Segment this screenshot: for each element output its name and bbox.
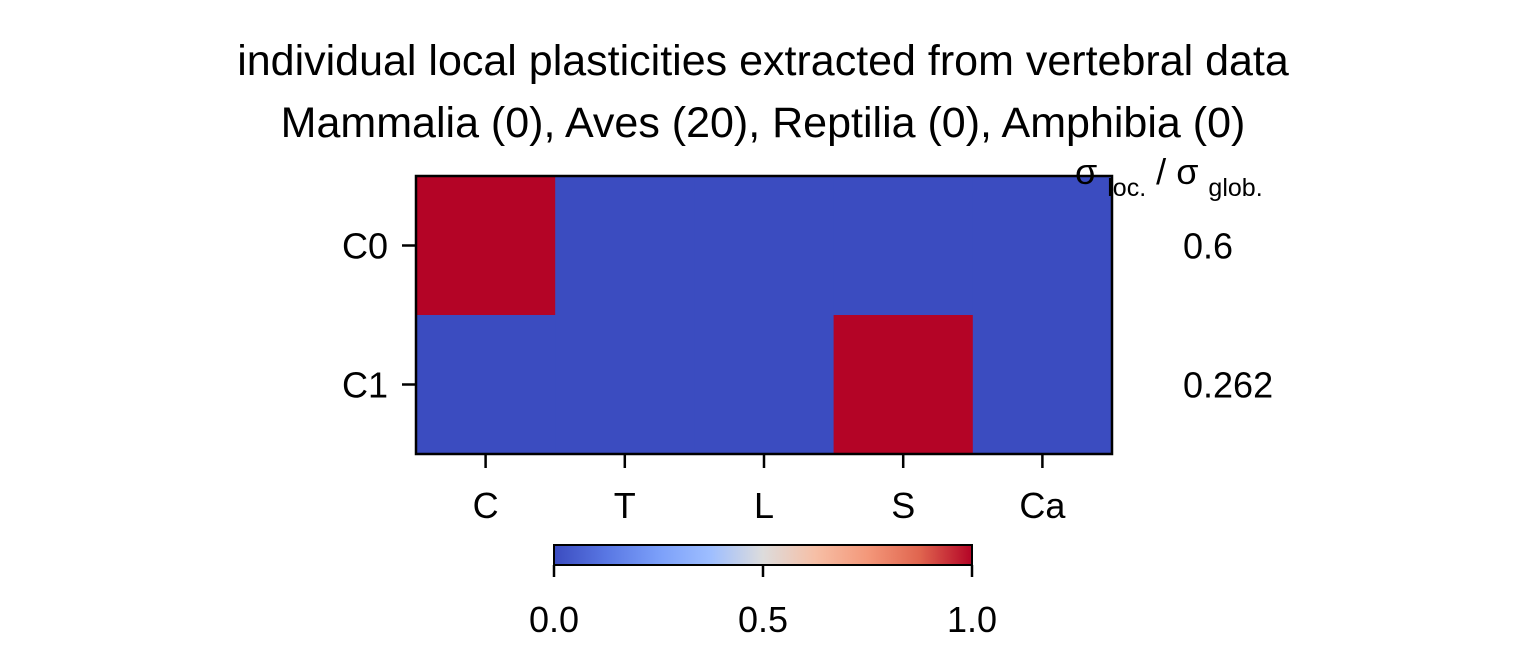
- heatmap-cell-C1-C: [416, 315, 556, 455]
- colorbar-tick-label: 0.5: [738, 599, 788, 640]
- heatmap-cell-C1-S: [833, 315, 974, 455]
- colorbar-tick-label: 1.0: [947, 599, 997, 640]
- ratio-value: 0.262: [1183, 365, 1273, 406]
- colorbar-gradient: [553, 544, 973, 566]
- x-tick-label: T: [614, 485, 636, 526]
- heatmap-cell-C1-L: [694, 315, 835, 455]
- heatmap-cell-C0-S: [833, 176, 974, 316]
- ratio-value: 0.6: [1183, 226, 1233, 267]
- x-axis: C T L S Ca: [473, 454, 1066, 526]
- ratio-slash: /: [1156, 151, 1166, 192]
- heatmap-cell-C1-Ca: [972, 315, 1113, 455]
- chart-subtitle: Mammalia (0), Aves (20), Reptilia (0), A…: [281, 99, 1246, 147]
- colorbar-ticks: 0.0 0.5 1.0: [529, 565, 997, 640]
- chart-title: individual local plasticities extracted …: [237, 37, 1289, 85]
- ratio-sigma-local: σ: [1075, 151, 1097, 192]
- colorbar-tick-label: 0.0: [529, 599, 579, 640]
- ratio-values: 0.6 0.262: [1183, 226, 1273, 406]
- ratio-sub-local: loc.: [1107, 174, 1146, 202]
- heatmap-cell-C1-T: [555, 315, 695, 455]
- ratio-header: σ loc. / σ glob.: [1075, 151, 1263, 204]
- x-tick-label: L: [754, 485, 774, 526]
- y-tick-label: C1: [342, 365, 388, 406]
- x-tick-label: S: [891, 485, 915, 526]
- colorbar: 0.0 0.5 1.0: [529, 544, 997, 640]
- heatmap-cell-C0-C: [416, 176, 556, 316]
- heatmap-cell-C0-L: [694, 176, 835, 316]
- heatmap-cells: [416, 176, 1113, 455]
- heatmap-cell-C0-T: [555, 176, 695, 316]
- x-tick-label: Ca: [1019, 485, 1066, 526]
- y-tick-label: C0: [342, 226, 388, 267]
- heatmap-cell-C0-Ca: [972, 176, 1113, 316]
- y-axis: C0 C1: [342, 226, 416, 406]
- ratio-sigma-global: σ: [1176, 151, 1198, 192]
- ratio-sub-global: glob.: [1208, 174, 1262, 202]
- x-tick-label: C: [473, 485, 499, 526]
